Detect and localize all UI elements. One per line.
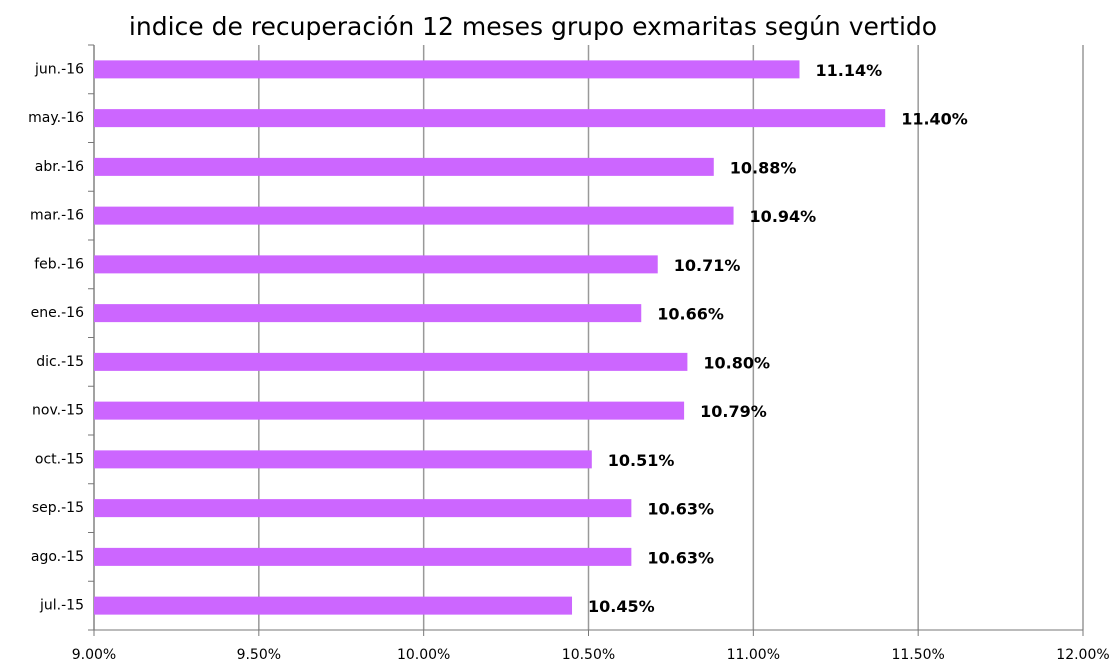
y-tick-label: ago.-15: [31, 549, 84, 565]
data-label: 10.79%: [700, 402, 767, 421]
data-label: 11.14%: [815, 61, 882, 80]
data-label: 11.40%: [901, 110, 968, 129]
bar: [94, 547, 632, 566]
data-label: 10.63%: [647, 548, 714, 567]
y-tick-label: dic.-15: [36, 354, 84, 370]
bar: [94, 352, 688, 371]
x-tick-label: 10.00%: [397, 647, 450, 663]
y-tick-label: jun.-16: [34, 61, 84, 77]
data-label: 10.88%: [730, 158, 797, 177]
y-tick-label: jul.-15: [39, 598, 84, 614]
bar: [94, 401, 685, 420]
bar: [94, 109, 886, 128]
x-tick-label: 11.00%: [727, 647, 780, 663]
x-tick-label: 9.00%: [72, 647, 116, 663]
y-tick-label: abr.-16: [35, 159, 84, 175]
bar: [94, 60, 800, 79]
y-tick-label: oct.-15: [35, 451, 84, 467]
bar: [94, 157, 714, 176]
y-tick-label: nov.-15: [32, 403, 84, 419]
bar: [94, 499, 632, 518]
x-tick-label: 10.50%: [562, 647, 615, 663]
x-tick-label: 12.00%: [1056, 647, 1109, 663]
data-label: 10.66%: [657, 305, 724, 324]
bar: [94, 255, 658, 274]
x-tick-label: 11.50%: [891, 647, 944, 663]
y-tick-label: may.-16: [28, 110, 84, 126]
data-label: 10.63%: [647, 500, 714, 519]
x-tick-label: 9.50%: [237, 647, 281, 663]
data-label: 10.45%: [588, 597, 655, 616]
data-label: 10.71%: [674, 256, 741, 275]
bar: [94, 596, 573, 615]
data-label: 10.80%: [703, 353, 770, 372]
data-label: 10.51%: [608, 451, 675, 470]
bar: [94, 206, 734, 225]
bar: [94, 304, 642, 323]
y-tick-label: sep.-15: [32, 500, 84, 516]
data-label: 10.94%: [750, 207, 817, 226]
bar: [94, 450, 592, 469]
y-tick-label: mar.-16: [30, 208, 84, 224]
y-tick-label: feb.-16: [34, 256, 84, 272]
chart-title: indice de recuperación 12 meses grupo ex…: [129, 12, 937, 41]
y-tick-label: ene.-16: [31, 305, 85, 321]
